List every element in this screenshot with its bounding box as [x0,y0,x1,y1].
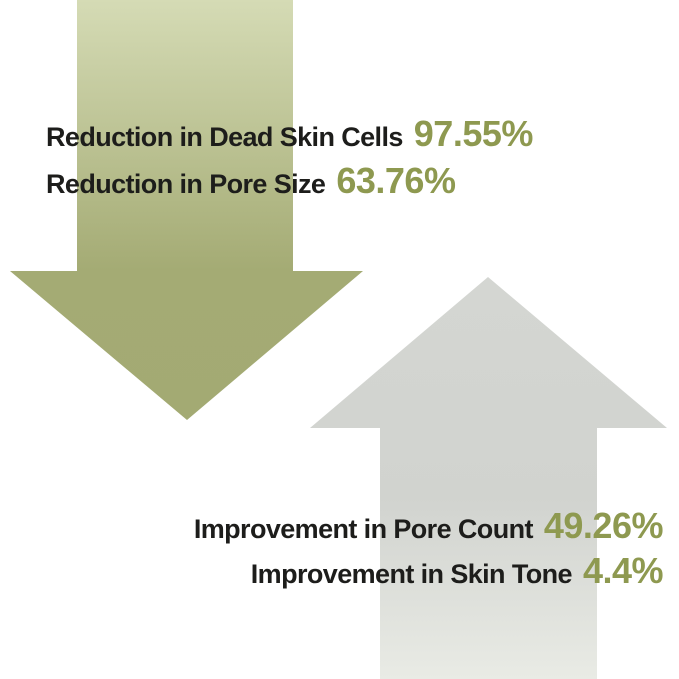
stat-row-skin-tone: Improvement in Skin Tone 4.4% [250,550,664,591]
stat-row-pore-count: Improvement in Pore Count 49.26% [193,505,664,546]
stat-value: 63.76% [336,160,456,201]
stat-label: Improvement in Pore Count [193,514,534,544]
stat-label: Reduction in Pore Size [46,169,326,199]
down-arrow-icon [10,0,363,420]
stat-label: Reduction in Dead Skin Cells [46,122,403,152]
stat-row-pore-size: Reduction in Pore Size 63.76% [46,160,456,201]
stat-label: Improvement in Skin Tone [250,559,573,589]
stat-value: 97.55% [413,113,534,154]
stat-value: 4.4% [582,550,664,591]
up-arrow-icon [310,277,667,679]
stat-row-dead-skin-cells: Reduction in Dead Skin Cells 97.55% [46,116,533,152]
stat-value: 49.26% [543,505,664,546]
